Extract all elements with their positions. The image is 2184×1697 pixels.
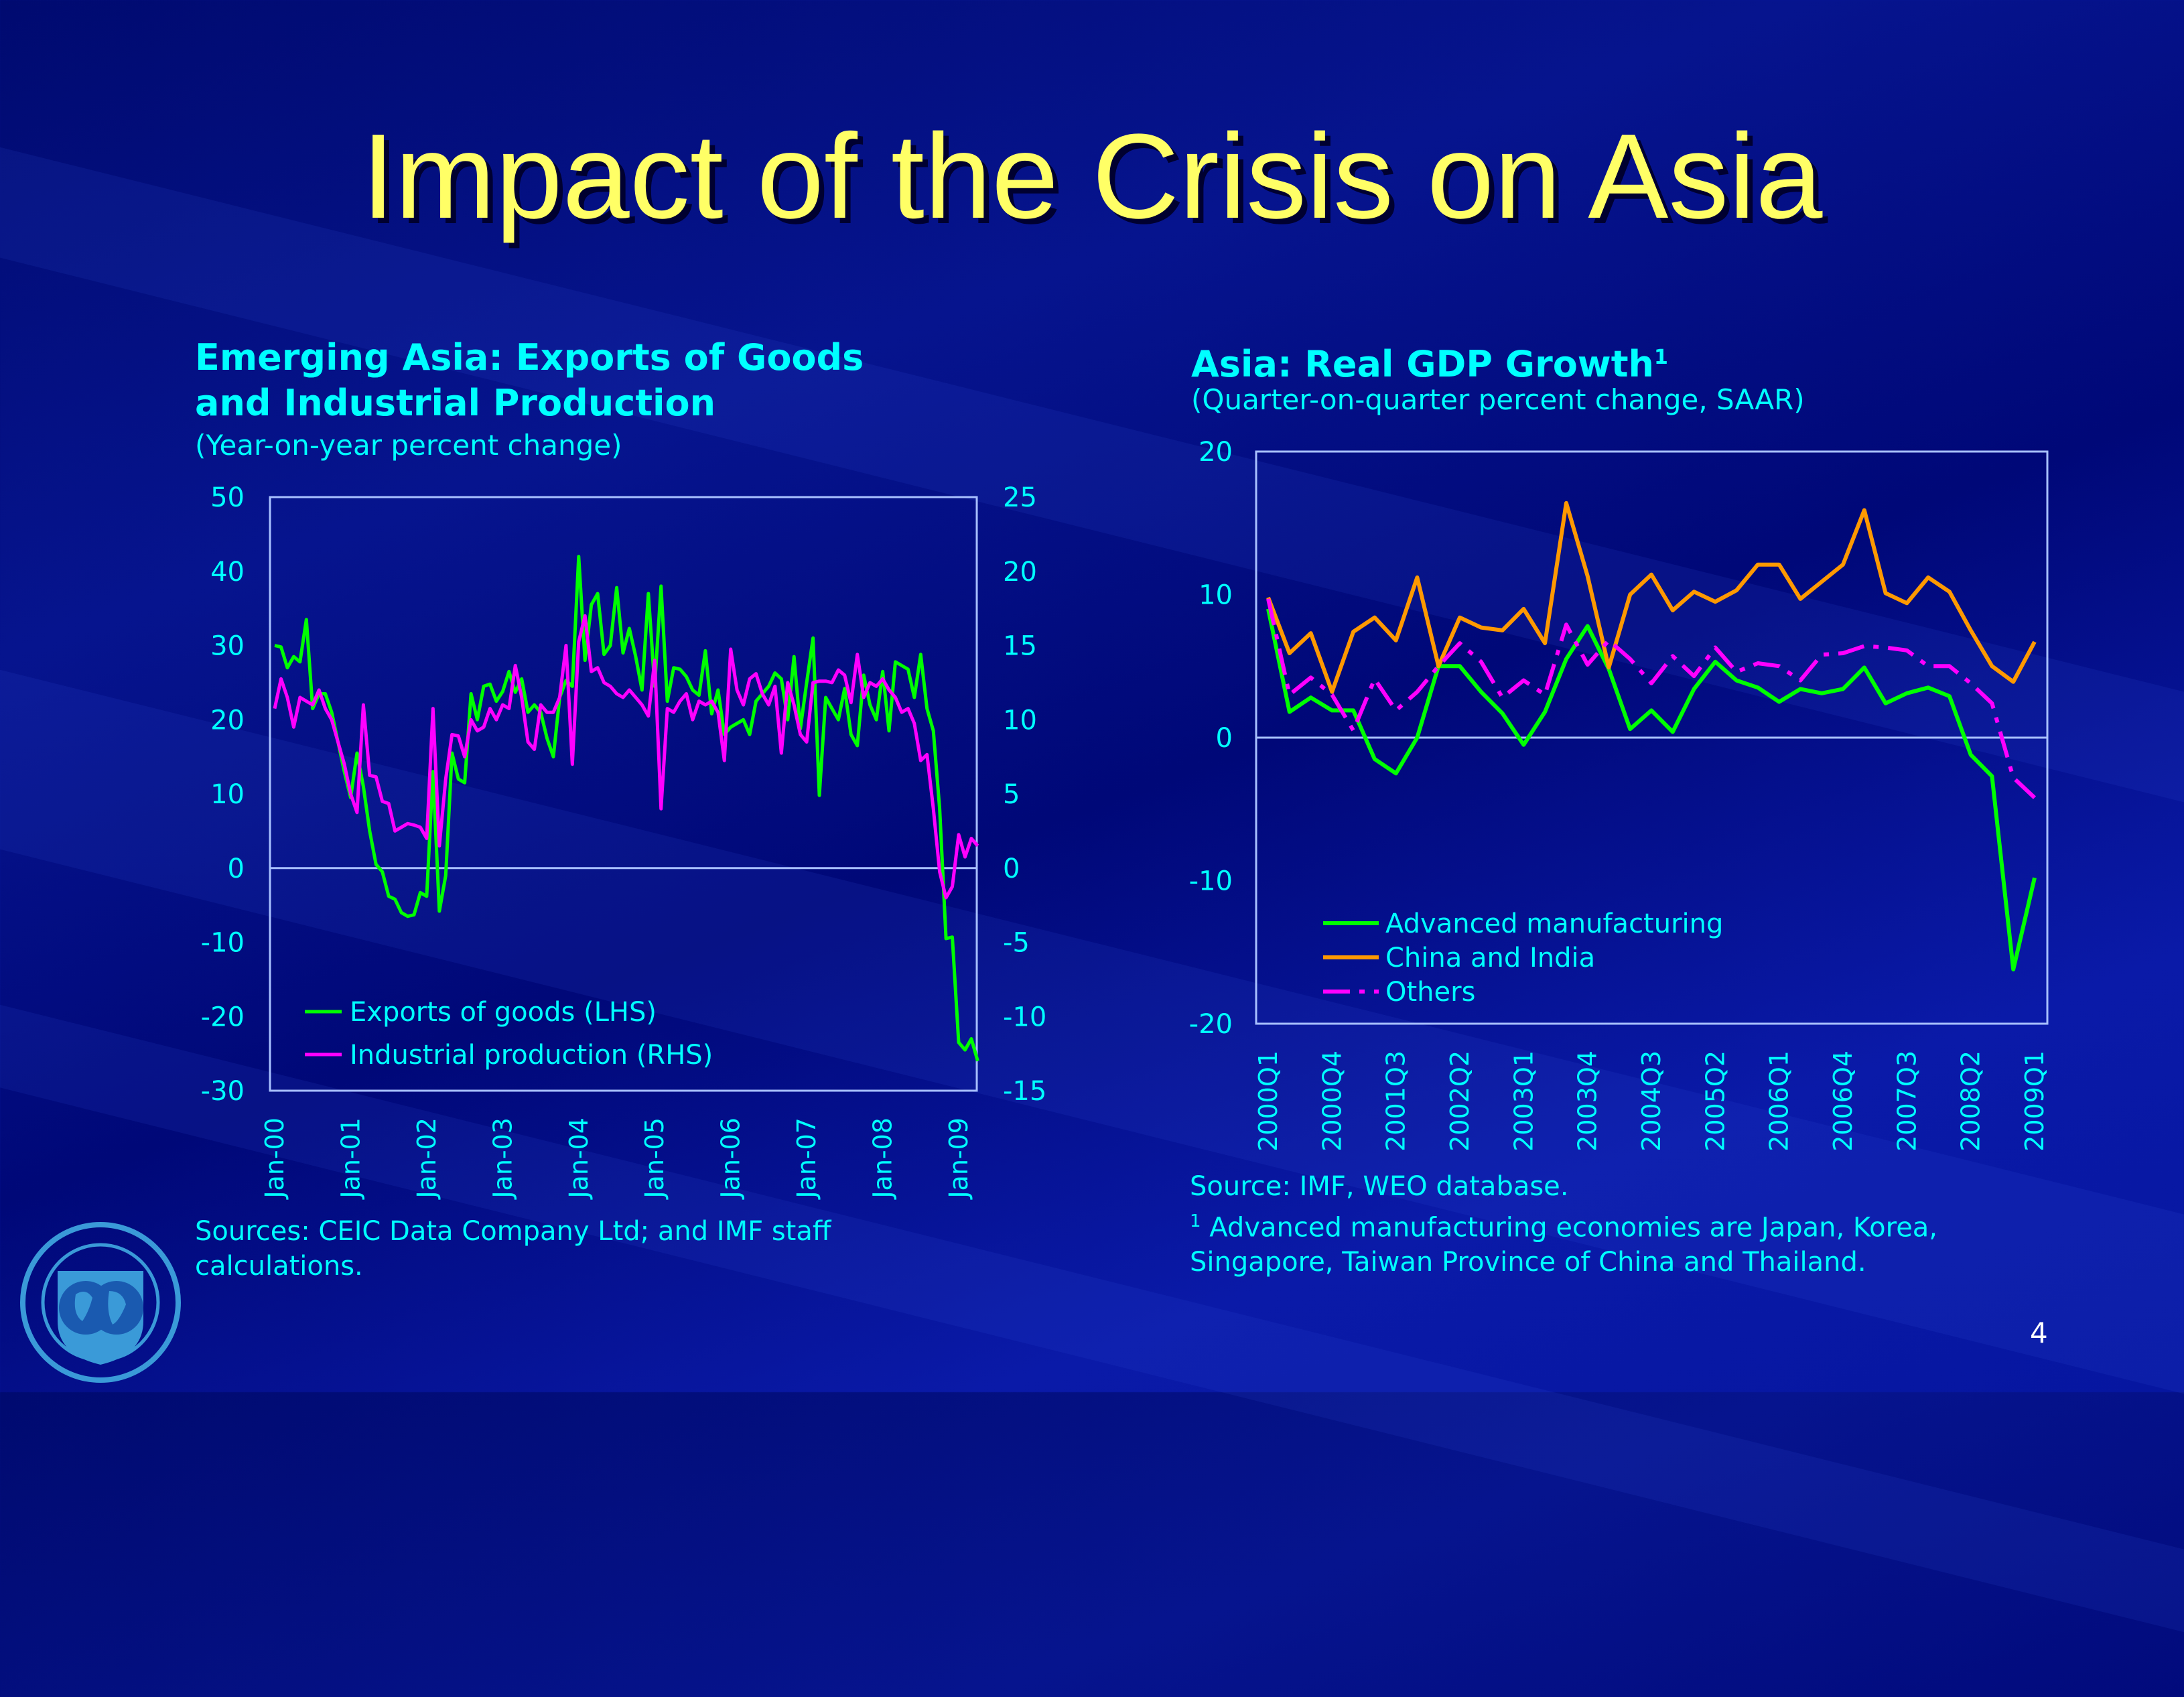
- y-tick-right: -10: [1003, 1002, 1046, 1032]
- x-tick-label: Jan-09: [944, 1117, 973, 1200]
- x-tick-label: 2003Q4: [1573, 1050, 1602, 1152]
- y-tick: -20: [1189, 1009, 1233, 1040]
- x-tick-label: Jan-00: [260, 1117, 289, 1200]
- footnote-line2: Singapore, Taiwan Province of China and …: [1190, 1247, 1866, 1278]
- slide-title: Impact of the Crisis on Asia: [361, 109, 1823, 244]
- left-chart-title: Emerging Asia: Exports of Goods and Indu…: [195, 335, 864, 426]
- y-tick-left: -30: [201, 1076, 245, 1107]
- y-tick-right: 5: [1003, 779, 1020, 810]
- right-chart-subtitle: (Quarter-on-quarter percent change, SAAR…: [1191, 383, 1805, 416]
- x-tick-label: 2004Q3: [1637, 1050, 1666, 1152]
- x-tick-label: 2002Q2: [1445, 1050, 1475, 1152]
- y-tick-right: -15: [1003, 1076, 1046, 1107]
- y-tick-left: 30: [210, 631, 245, 662]
- series-line-exports: [274, 555, 979, 1062]
- x-tick-label: 2001Q3: [1381, 1050, 1411, 1152]
- y-tick-right: 10: [1003, 705, 1037, 736]
- right-source: Source: IMF, WEO database.: [1190, 1171, 1569, 1202]
- x-tick-label: Jan-06: [716, 1117, 746, 1200]
- x-tick-label: Jan-03: [488, 1117, 517, 1200]
- left-chart-title-line2: and Industrial Production: [195, 382, 716, 424]
- left-chart: 50403020100-10-20-302520151050-5-10-15Ja…: [201, 482, 1047, 1200]
- imf-logo: [20, 1222, 181, 1383]
- y-tick: 10: [1199, 580, 1233, 611]
- y-tick-left: 0: [228, 854, 245, 884]
- right-chart-source: Source: IMF, WEO database. 1 Advanced ma…: [1190, 1169, 1937, 1280]
- left-chart-source: Sources: CEIC Data Company Ltd; and IMF …: [195, 1214, 831, 1284]
- page-number: 4: [2030, 1316, 2048, 1349]
- y-tick-right: 0: [1003, 854, 1020, 884]
- series-line-industrial-production: [273, 614, 979, 900]
- x-tick-label: 2008Q2: [1956, 1050, 1986, 1152]
- x-tick-label: Jan-07: [792, 1117, 821, 1200]
- footnote-line1: Advanced manufacturing economies are Jap…: [1209, 1212, 1938, 1243]
- right-chart-title: Asia: Real GDP Growth1: [1191, 335, 1668, 387]
- legend-label: Exports of goods (LHS): [350, 997, 657, 1028]
- y-tick-left: 50: [210, 482, 245, 513]
- y-tick-left: 10: [210, 779, 245, 810]
- y-tick-right: 25: [1003, 482, 1037, 513]
- y-tick-left: 40: [210, 557, 245, 588]
- y-tick-left: -10: [201, 928, 245, 959]
- x-tick-label: 2006Q4: [1828, 1050, 1858, 1152]
- x-tick-label: 2000Q4: [1317, 1050, 1347, 1152]
- legend-label: Others: [1385, 977, 1475, 1008]
- x-tick-label: 2005Q2: [1700, 1050, 1730, 1152]
- plot-area: [269, 496, 978, 1092]
- left-source-line2: calculations.: [195, 1251, 363, 1282]
- series-line-advanced-manufacturing: [1266, 608, 2037, 971]
- x-tick-label: Jan-05: [640, 1117, 669, 1200]
- legend-label: China and India: [1385, 943, 1595, 973]
- legend-label: Advanced manufacturing: [1385, 908, 1723, 939]
- y-tick-right: -5: [1003, 928, 1030, 959]
- x-tick-label: Jan-04: [564, 1117, 594, 1200]
- y-tick-right: 20: [1003, 557, 1037, 588]
- right-chart: 20 10 0 -10 -20 2000Q1 2000Q4 2001Q3 2002Q2 2003Q…: [1189, 437, 2049, 1152]
- right-chart-title-text: Asia: Real GDP Growth: [1191, 343, 1654, 385]
- y-tick-left: -20: [201, 1002, 245, 1032]
- x-tick-label: 2003Q1: [1509, 1050, 1538, 1152]
- legend-label: Industrial production (RHS): [350, 1040, 713, 1071]
- title-footnote-mark: 1: [1653, 346, 1668, 369]
- left-chart-subtitle: (Year-on-year percent change): [195, 429, 622, 462]
- y-tick-left: 20: [210, 705, 245, 736]
- left-source-line1: Sources: CEIC Data Company Ltd; and IMF …: [195, 1216, 831, 1247]
- footnote-mark: 1: [1190, 1211, 1201, 1231]
- left-chart-title-line1: Emerging Asia: Exports of Goods: [195, 336, 864, 379]
- y-tick: 20: [1199, 437, 1233, 468]
- y-tick-right: 15: [1003, 631, 1037, 662]
- series-line-others: [1266, 598, 2037, 799]
- x-tick-label: Jan-02: [412, 1117, 441, 1200]
- x-tick-label: 2006Q1: [1765, 1050, 1794, 1152]
- y-tick: -10: [1189, 866, 1233, 897]
- x-tick-label: Jan-01: [336, 1117, 365, 1200]
- x-tick-label: 2009Q1: [2020, 1050, 2049, 1152]
- series-line-china-india: [1266, 500, 2037, 694]
- x-tick-label: 2007Q3: [1892, 1050, 1921, 1152]
- x-tick-label: Jan-08: [868, 1117, 898, 1200]
- y-tick: 0: [1216, 723, 1233, 754]
- x-tick-label: 2000Q1: [1253, 1050, 1283, 1152]
